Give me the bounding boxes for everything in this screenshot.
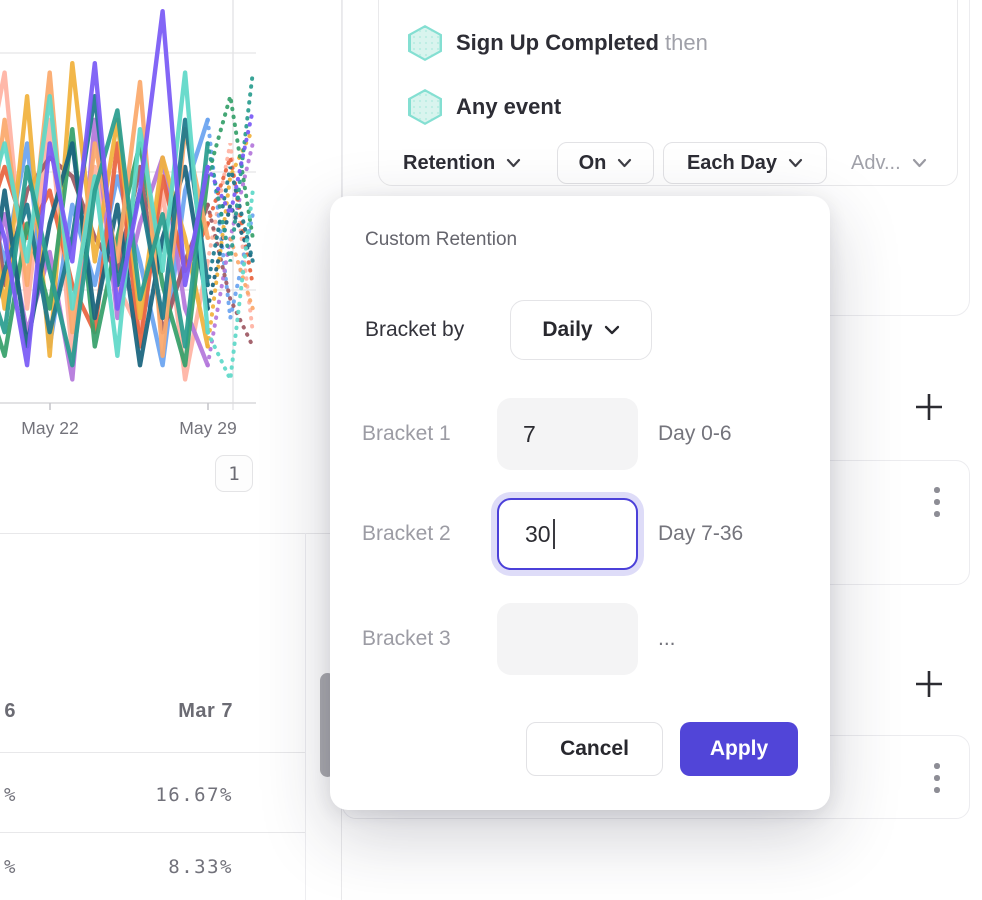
event-step-1-title: Sign Up Completed [456,30,659,55]
event-hexagon-icon-fill [410,91,440,123]
x-axis-label-may22: May 22 [21,418,79,438]
bracket-2-label: Bracket 2 [362,522,451,545]
bracket-row-2: Bracket 2 30 Day 7-36 [362,498,800,570]
kebab-dot [934,499,940,505]
on-select-label: On [578,151,607,174]
bracket-row-1: Bracket 1 7 Day 0-6 [362,398,800,470]
custom-retention-modal: Custom Retention Bracket by Daily Bracke… [330,196,830,810]
kebab-dot [934,511,940,517]
chevron-down-icon [507,158,521,168]
event-step-1-suffix: then [665,30,708,55]
interval-select[interactable]: Each Day [663,142,827,184]
kebab-dot [934,763,940,769]
table-cell-partial: % [4,784,17,806]
add-step-button[interactable] [912,390,946,424]
card-menu-button[interactable] [929,487,945,517]
bracket-2-input[interactable]: 30 [497,498,638,570]
event-step-1[interactable]: Sign Up Completed then [456,30,708,56]
bracket-3-range: ... [658,627,676,650]
measurement-select[interactable]: Retention [403,142,521,184]
text-cursor [552,519,555,549]
apply-button[interactable]: Apply [680,722,798,776]
kebab-dot [934,775,940,781]
event-step-2[interactable]: Any event [456,94,561,120]
bracket-1-label: Bracket 1 [362,422,451,445]
event-hexagon-icon-fill [410,27,440,59]
measurement-select-label: Retention [403,151,496,174]
advanced-select[interactable]: Adv... [851,142,927,184]
bracket-1-range: Day 0-6 [658,422,732,445]
chart-series-lines [0,8,255,387]
cancel-button[interactable]: Cancel [526,722,663,776]
retention-line-chart [0,0,256,410]
advanced-select-label: Adv... [851,151,901,174]
bracket-1-input[interactable]: 7 [497,398,638,470]
bracket-row-3: Bracket 3 ... [362,603,800,675]
modal-title: Custom Retention [365,229,518,250]
bracket-1-value: 7 [523,420,536,447]
card-menu-button[interactable] [929,763,945,793]
plus-icon [916,671,942,697]
table-cell-value: 16.67% [155,784,233,806]
chevron-down-icon [788,158,803,168]
table-row-divider [0,832,305,833]
bracket-by-value: Daily [542,318,593,341]
bracket-3-label: Bracket 3 [362,627,451,650]
table-cell-partial: % [4,856,17,878]
table-header-underline [0,752,305,753]
table-section-divider [0,533,341,534]
chevron-down-icon [912,158,926,168]
bracket-by-select[interactable]: Daily [510,300,652,360]
kebab-dot [934,787,940,793]
bracket-by-label: Bracket by [365,318,465,341]
table-cell-value: 8.33% [168,856,233,878]
bracket-2-value: 30 [525,520,551,547]
table-header-mar6-partial: 6 [4,700,16,722]
bracket-2-range: Day 7-36 [658,522,744,545]
kebab-dot [934,487,940,493]
interval-select-label: Each Day [686,151,778,174]
event-hexagon-icon [408,25,442,61]
table-column-divider [305,533,306,900]
x-axis-label-may29: May 29 [179,418,237,438]
chevron-down-icon [618,158,632,168]
on-select[interactable]: On [557,142,654,184]
chevron-down-icon [604,325,619,335]
table-header-mar7: Mar 7 [178,700,233,722]
add-breakdown-button[interactable] [912,667,946,701]
bracket-3-input[interactable] [497,603,638,675]
pagination-page-1[interactable]: 1 [215,455,253,492]
plus-icon [916,394,942,420]
event-step-2-title: Any event [456,94,562,119]
